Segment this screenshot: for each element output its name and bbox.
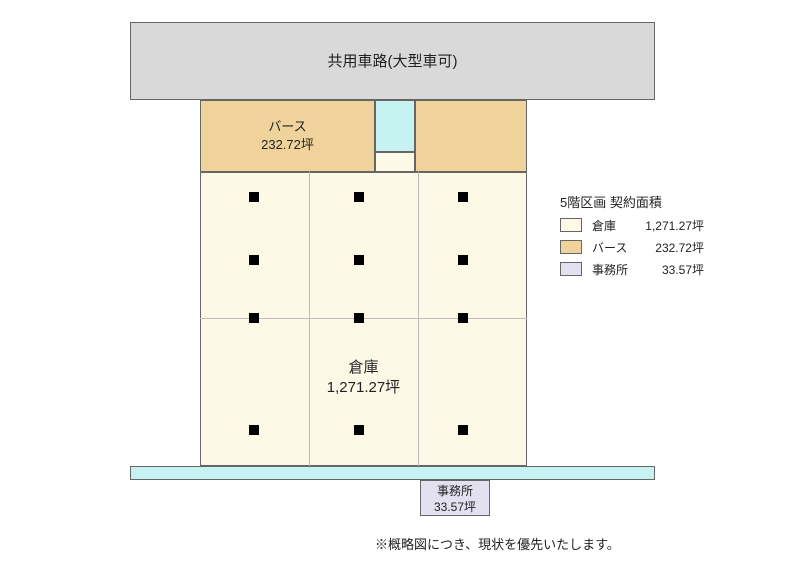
column-marker bbox=[458, 255, 468, 265]
legend-value: 232.72坪 bbox=[640, 239, 704, 256]
column-marker bbox=[249, 255, 259, 265]
road-label: 共用車路(大型車可) bbox=[130, 52, 655, 72]
legend-value: 33.57坪 bbox=[640, 261, 704, 278]
legend-row: バース232.72坪 bbox=[560, 237, 704, 257]
column-marker bbox=[458, 192, 468, 202]
berth-label: バース232.72坪 bbox=[200, 118, 375, 153]
grid-vline bbox=[418, 172, 419, 466]
footnote: ※概略図につき、現状を優先いたします。 bbox=[375, 534, 620, 553]
column-marker bbox=[458, 313, 468, 323]
legend-swatch bbox=[560, 218, 582, 232]
warehouse-notch-fill bbox=[375, 152, 415, 172]
column-marker bbox=[458, 425, 468, 435]
legend-row: 倉庫1,271.27坪 bbox=[560, 215, 704, 235]
berth-block-right bbox=[415, 100, 527, 172]
legend-title: 5階区画 契約面積 bbox=[560, 192, 704, 211]
warehouse-label: 倉庫1,271.27坪 bbox=[200, 358, 527, 399]
column-marker bbox=[354, 313, 364, 323]
office-notch bbox=[375, 100, 415, 152]
office-label: 事務所33.57坪 bbox=[420, 483, 490, 515]
bottom-strip bbox=[130, 466, 655, 480]
legend-name: バース bbox=[592, 239, 640, 256]
column-marker bbox=[354, 255, 364, 265]
column-marker bbox=[354, 192, 364, 202]
grid-vline bbox=[309, 172, 310, 466]
column-marker bbox=[249, 313, 259, 323]
legend-row: 事務所33.57坪 bbox=[560, 259, 704, 279]
column-marker bbox=[249, 192, 259, 202]
column-marker bbox=[354, 425, 364, 435]
legend-swatch bbox=[560, 240, 582, 254]
legend-name: 事務所 bbox=[592, 261, 640, 278]
legend-value: 1,271.27坪 bbox=[640, 217, 704, 234]
legend-name: 倉庫 bbox=[592, 217, 640, 234]
column-marker bbox=[249, 425, 259, 435]
legend: 5階区画 契約面積倉庫1,271.27坪バース232.72坪事務所33.57坪 bbox=[560, 192, 704, 279]
legend-swatch bbox=[560, 262, 582, 276]
